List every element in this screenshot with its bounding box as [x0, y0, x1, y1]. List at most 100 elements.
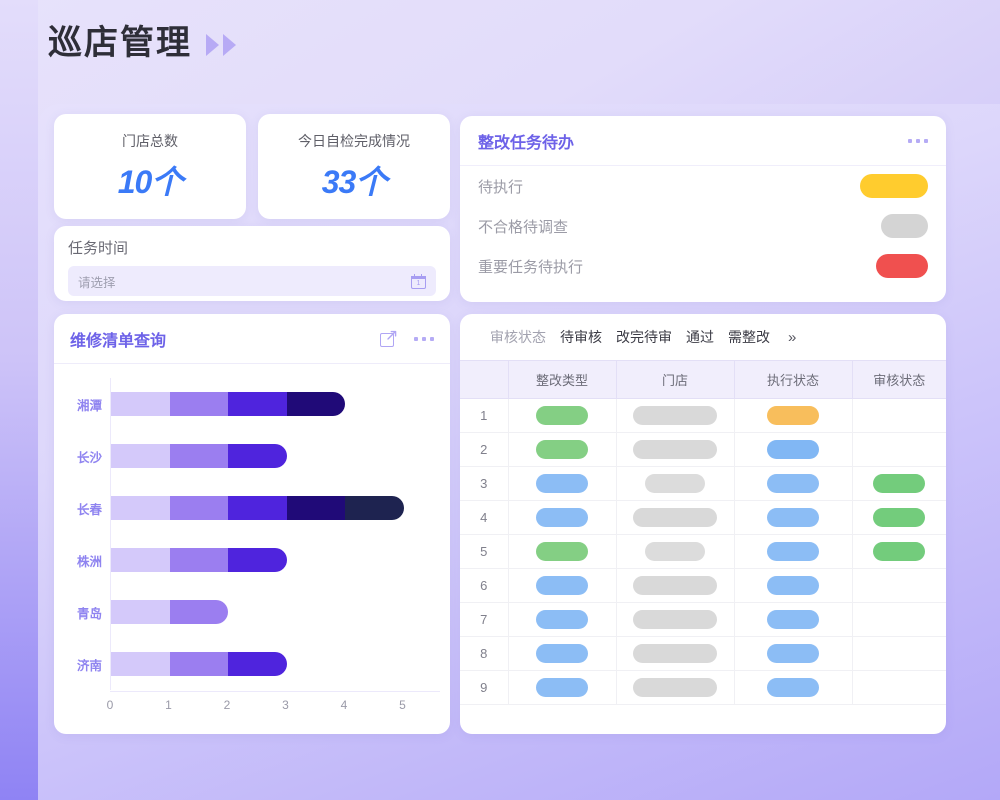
cell-status-pill	[767, 576, 819, 595]
table-row[interactable]: 9	[460, 670, 946, 705]
table-column-header	[460, 360, 509, 399]
row-index: 7	[480, 611, 488, 627]
cell-status-pill	[536, 576, 588, 595]
chart-x-tick-labels: 0 1 2 3 4 5	[106, 698, 440, 718]
chart-x-tick: 1	[165, 698, 172, 712]
table-row[interactable]: 7	[460, 602, 946, 637]
cell-status-pill	[536, 678, 588, 697]
calendar-icon[interactable]: 1	[411, 273, 426, 289]
chart-bar-row: 济南	[54, 638, 450, 690]
row-index: 2	[480, 441, 488, 457]
table-cell-store	[616, 602, 735, 637]
todo-row-list: 待执行不合格待调查重要任务待执行	[460, 166, 946, 286]
table-row[interactable]: 5	[460, 534, 946, 569]
chart-bar-track	[109, 638, 287, 690]
audit-table-card: 审核状态 待审核 改完待审 通过 需整改 » 整改类型 门店 执行状态 审核状态 1 2 3 4 5…	[460, 314, 946, 734]
todo-row[interactable]: 不合格待调查	[460, 206, 946, 246]
stat-value: 33个	[321, 164, 388, 200]
page-title: 巡店管理	[48, 24, 192, 62]
chart-x-tick: 0	[106, 698, 114, 712]
cell-status-pill	[767, 542, 819, 561]
chart-more-menu-button[interactable]	[414, 336, 434, 341]
table-cell-audit	[852, 534, 946, 569]
table-cell-audit	[852, 568, 946, 603]
chart-category-label: 济南	[76, 658, 102, 673]
chart-bar-row: 湘潭	[54, 378, 450, 430]
table-cell-exec	[734, 534, 853, 569]
chart-bar-segment	[228, 444, 287, 468]
todo-more-menu-button[interactable]	[908, 138, 928, 143]
left-accent-strip	[0, 0, 38, 800]
table-cell-store	[616, 398, 735, 433]
cell-status-pill	[633, 610, 717, 629]
task-time-input[interactable]: 请选择 1	[68, 266, 436, 296]
table-cell-audit	[852, 398, 946, 433]
chart-category-label: 株洲	[76, 554, 102, 569]
filter-label: 审核状态	[490, 329, 546, 345]
chart-x-axis	[110, 691, 440, 692]
row-index: 1	[480, 407, 488, 423]
todo-title: 整改任务待办	[478, 134, 575, 152]
table-cell-exec	[734, 500, 853, 535]
share-export-button[interactable]	[380, 330, 398, 348]
table-cell-audit	[852, 500, 946, 535]
chart-bar-track	[109, 378, 345, 430]
rectification-todo-card: 整改任务待办 待执行不合格待调查重要任务待执行	[460, 116, 946, 302]
table-row[interactable]: 4	[460, 500, 946, 535]
cell-status-pill	[536, 508, 588, 527]
table-cell-store	[616, 432, 735, 467]
chart-bar-track	[109, 482, 404, 534]
todo-row[interactable]: 重要任务待执行	[460, 246, 946, 286]
task-time-card: 任务时间 请选择 1	[54, 226, 450, 301]
row-index: 4	[480, 509, 488, 525]
todo-row-label: 待执行	[478, 178, 524, 196]
table-cell-audit	[852, 432, 946, 467]
chart-plot-area: 湘潭 长沙 长春 株洲 青岛 济南 0 1 2 3 4 5	[54, 364, 450, 734]
table-cell-exec	[734, 398, 853, 433]
table-head: 整改类型 门店 执行状态 审核状态	[460, 360, 946, 399]
chart-x-tick: 5	[399, 698, 406, 712]
double-right-triangle-icon	[206, 34, 236, 56]
row-index: 6	[480, 577, 488, 593]
chart-category-label: 长沙	[76, 450, 102, 465]
table-row[interactable]: 3	[460, 466, 946, 501]
table-row[interactable]: 6	[460, 568, 946, 603]
table-cell-audit	[852, 602, 946, 637]
filter-tab[interactable]: 改完待审	[616, 329, 672, 345]
table-cell-exec	[734, 636, 853, 671]
audit-data-table: 整改类型 门店 执行状态 审核状态 1 2 3 4 5 6 7 8 9	[460, 360, 946, 705]
row-index: 5	[480, 543, 488, 559]
todo-row-label: 重要任务待执行	[478, 258, 584, 276]
todo-row[interactable]: 待执行	[460, 166, 946, 206]
filter-tab[interactable]: 待审核	[560, 329, 602, 345]
filter-tab[interactable]: 通过	[686, 329, 714, 345]
filter-more-button[interactable]: »	[788, 328, 797, 346]
chart-bar-segment	[228, 392, 287, 416]
chart-bar-segment	[169, 652, 228, 676]
cell-status-pill	[645, 474, 705, 493]
table-cell-exec	[734, 568, 853, 603]
table-cell-type	[508, 602, 617, 637]
table-column-header: 审核状态	[852, 360, 946, 399]
table-cell-type	[508, 398, 617, 433]
table-row[interactable]: 1	[460, 398, 946, 433]
cell-status-pill	[873, 474, 926, 493]
table-row[interactable]: 8	[460, 636, 946, 671]
chart-bar-segment	[111, 548, 170, 572]
row-index: 9	[480, 679, 488, 695]
table-column-header: 门店	[616, 360, 735, 399]
filter-bar: 审核状态 待审核 改完待审 通过 需整改 »	[460, 314, 946, 360]
table-row[interactable]: 2	[460, 432, 946, 467]
table-cell-audit	[852, 636, 946, 671]
cell-status-pill	[633, 406, 717, 425]
filter-tab[interactable]: 需整改	[728, 329, 770, 345]
stat-card-total-stores: 门店总数 10个	[54, 114, 246, 219]
chart-bar-track	[109, 430, 287, 482]
table-cell-store	[616, 568, 735, 603]
todo-card-header: 整改任务待办	[460, 116, 946, 166]
chart-x-tick: 2	[223, 698, 231, 712]
chart-bar-segment	[111, 444, 170, 468]
table-column-header: 整改类型	[508, 360, 617, 399]
table-cell-store	[616, 670, 735, 705]
table-cell-type	[508, 534, 617, 569]
